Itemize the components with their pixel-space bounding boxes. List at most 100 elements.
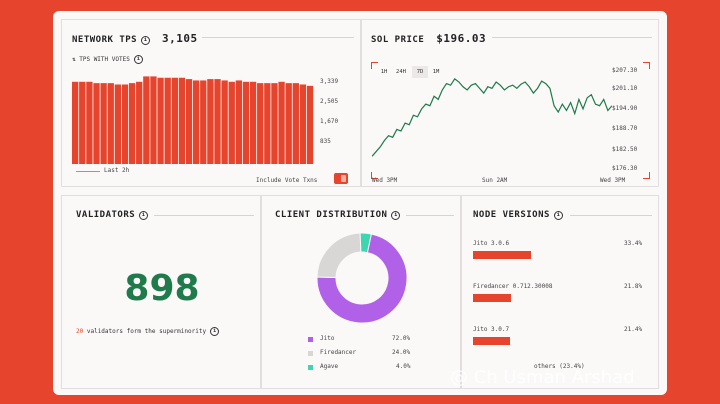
version-name: Firedancer 0.712.30008 — [473, 283, 553, 290]
tps-tick-label: 835 — [320, 138, 331, 145]
superminority-text: validators form the superminority — [86, 328, 207, 335]
price-xtick-label: Wed 3PM — [600, 177, 626, 184]
client-distribution-title: CLIENT DISTRIBUTION i — [275, 210, 401, 220]
tps-panel: NETWORK TPS i 3,105 ⇅ TPS WITH VOTES i 3,3… — [61, 19, 361, 187]
timeframe-1h[interactable]: 1H — [380, 69, 388, 75]
price-tick-label: $176.30 — [612, 165, 638, 172]
tps-legend-label: Last 2h — [104, 167, 130, 174]
price-title-text: SOL PRICE — [371, 35, 425, 45]
client-distribution-panel: CLIENT DISTRIBUTION i Jito 72.0% Firedanc… — [261, 195, 461, 389]
tps-bar — [79, 81, 86, 164]
tps-tick-label: 2,505 — [320, 98, 339, 105]
tps-bar — [107, 83, 114, 164]
version-pct: 33.4% — [624, 240, 643, 247]
tps-bar — [214, 79, 221, 164]
version-bar — [473, 294, 511, 302]
superminority-count: 20 — [76, 328, 84, 335]
price-xtick-label: Sun 2AM — [482, 177, 508, 184]
tps-bar-chart — [72, 76, 314, 164]
tps-bar — [93, 83, 100, 164]
version-name: Jito 3.0.7 — [473, 326, 510, 333]
versions-others: others (23.4%) — [534, 363, 585, 370]
price-xtick-label: Wed 3PM — [372, 177, 398, 184]
tps-bar — [228, 81, 235, 164]
donut-slice-firedancer[interactable] — [316, 232, 362, 278]
version-bar — [473, 251, 531, 259]
price-panel: SOL PRICE $196.03 1H 24H 7D 1M $207.30 $… — [361, 19, 659, 187]
tps-bar — [171, 77, 178, 164]
client-donut-chart — [316, 232, 408, 324]
client-distribution-title-text: CLIENT DISTRIBUTION — [275, 210, 388, 220]
node-versions-title-text: NODE VERSIONS — [473, 210, 550, 220]
sort-arrows-icon: ⇅ — [72, 56, 76, 63]
tps-bar — [128, 83, 136, 164]
dashboard-card: NETWORK TPS i 3,105 ⇅ TPS WITH VOTES i 3,3… — [53, 11, 667, 395]
version-pct: 21.8% — [624, 283, 643, 290]
price-tick-label: $188.70 — [612, 125, 638, 132]
version-bar — [473, 337, 511, 345]
version-name: Jito 3.0.6 — [473, 240, 510, 247]
price-line-chart — [372, 77, 612, 157]
info-icon[interactable]: i — [133, 55, 143, 64]
tps-bar — [200, 80, 207, 164]
legend-label-jito: Jito — [320, 335, 335, 342]
timeframe-7d[interactable]: 7D — [412, 66, 428, 78]
tps-tick-label: 3,339 — [320, 78, 339, 85]
info-icon[interactable]: i — [553, 211, 563, 220]
price-series-line — [372, 77, 612, 157]
validators-title: VALIDATORS i — [76, 210, 149, 220]
tps-bar — [271, 83, 278, 164]
tps-title-rule — [202, 37, 354, 38]
price-tick-label: $194.90 — [612, 105, 638, 112]
tps-bar — [242, 81, 250, 164]
superminority-note: 20 validators form the superminority i — [76, 327, 220, 336]
price-tick-label: $207.30 — [612, 67, 638, 74]
tps-bar — [143, 76, 150, 164]
legend-swatch-agave — [308, 365, 313, 370]
price-tick-label: $201.10 — [612, 85, 638, 92]
info-icon[interactable]: i — [391, 211, 401, 220]
legend-swatch-firedancer — [308, 351, 313, 356]
version-pct: 21.4% — [624, 326, 643, 333]
price-tick-label: $182.50 — [612, 146, 638, 153]
tps-bar — [150, 76, 157, 164]
vote-toggle-label: Include Vote Txns — [256, 177, 318, 184]
validators-title-rule — [154, 215, 254, 216]
price-value: $196.03 — [436, 32, 487, 45]
legend-label-agave: Agave — [320, 363, 339, 370]
tps-bar — [299, 84, 307, 164]
tps-bar — [164, 77, 171, 164]
tps-bar — [278, 81, 285, 164]
tps-subtitle: ⇅ TPS WITH VOTES i — [72, 55, 143, 64]
tps-bar — [185, 79, 193, 164]
tps-title: NETWORK TPS i 3,105 — [72, 32, 198, 45]
info-icon[interactable]: i — [139, 211, 149, 220]
legend-pct-firedancer: 24.0% — [392, 349, 411, 356]
info-icon[interactable]: i — [210, 327, 220, 336]
versions-title-rule — [570, 215, 652, 216]
tps-bar — [157, 77, 164, 164]
legend-swatch-jito — [308, 337, 313, 342]
vote-toggle[interactable] — [334, 173, 348, 184]
legend-pct-jito: 72.0% — [392, 335, 411, 342]
tps-bar — [193, 80, 200, 164]
tps-bar — [121, 84, 129, 164]
chart-corner-marker — [371, 62, 378, 69]
tps-tick-label: 1,670 — [320, 118, 339, 125]
tps-bar — [207, 79, 214, 164]
donut-slice-jito[interactable] — [316, 233, 408, 324]
tps-bar — [249, 81, 257, 164]
tps-bar — [257, 83, 264, 164]
timeframe-24h[interactable]: 24H — [396, 69, 406, 75]
timeframe-1m[interactable]: 1M — [432, 69, 440, 75]
node-versions-title: NODE VERSIONS i — [473, 210, 563, 220]
tps-bar — [114, 84, 122, 164]
tps-value: 3,105 — [162, 32, 198, 45]
validators-panel: VALIDATORS i 898 20 validators form the s… — [61, 195, 261, 389]
donut-slice-agave[interactable] — [359, 232, 372, 254]
chart-corner-marker — [643, 62, 650, 69]
tps-subtitle-text: TPS WITH VOTES — [79, 56, 130, 63]
info-icon[interactable]: i — [141, 36, 151, 45]
tps-bar — [292, 83, 299, 164]
client-title-rule — [406, 215, 454, 216]
